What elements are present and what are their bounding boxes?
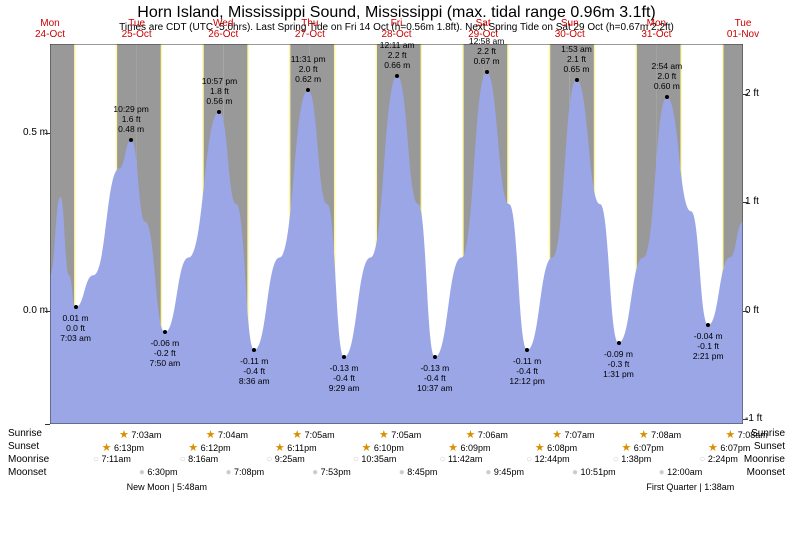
moonrise-item: ○ 7:11am (93, 454, 131, 465)
y-right-label: -1 ft (745, 413, 783, 424)
sunrise-item: ★ 7:05am (292, 428, 334, 441)
peak-label: 11:31 pm2.0 ft0.62 m (291, 54, 326, 84)
peak-label: 0.01 m0.0 ft7:03 am (60, 313, 91, 343)
date-label: Thu27-Oct (271, 18, 348, 40)
moonrise-item: ○ 10:35am (353, 454, 397, 465)
row-label: Moonrise (8, 454, 49, 465)
peak-dot (129, 138, 133, 142)
row-label: Sunset (8, 441, 39, 452)
y-left-label: 0.0 m (10, 305, 48, 316)
row-label: Sunset (754, 441, 785, 452)
date-label: Tue01-Nov (705, 18, 782, 40)
peak-dot (525, 348, 529, 352)
date-label: Wed26-Oct (185, 18, 262, 40)
sunrise-item: ★ 7:08am (639, 428, 681, 441)
sunrise-item: ★ 7:05am (379, 428, 421, 441)
sunset-item: ★ 6:11pm (275, 441, 317, 454)
moonset-item: ● 7:53pm (312, 467, 351, 478)
moonrise-item: ○ 9:25am (266, 454, 305, 465)
sunset-item: ★ 6:09pm (448, 441, 490, 454)
date-label: Tue25-Oct (98, 18, 175, 40)
y-left-label: 0.5 m (10, 127, 48, 138)
sunset-item: ★ 6:13pm (102, 441, 144, 454)
row-label: Moonset (8, 467, 46, 478)
y-right-label: 2 ft (745, 88, 783, 99)
peak-dot (306, 88, 310, 92)
moonset-item: ● 9:45pm (485, 467, 524, 478)
peak-label: 10:57 pm1.8 ft0.56 m (202, 76, 237, 106)
date-label: Mon24-Oct (12, 18, 89, 40)
peak-label: -0.11 m-0.4 ft12:12 pm (509, 356, 544, 386)
date-label: Mon31-Oct (618, 18, 695, 40)
peak-dot (395, 74, 399, 78)
row-label: Sunrise (8, 428, 42, 439)
plot-area: Mon24-OctTue25-OctWed26-OctThu27-OctFri2… (50, 44, 743, 424)
peak-label: -0.09 m-0.3 ft1:31 pm (603, 349, 634, 379)
moonset-item: ● 8:45pm (399, 467, 438, 478)
sunrise-item: ★ 7:06am (465, 428, 507, 441)
tide-chart: Horn Island, Mississippi Sound, Mississi… (0, 0, 793, 539)
peak-dot (617, 341, 621, 345)
sunrise-item: ★ 7:08am (725, 428, 767, 441)
sunset-item: ★ 6:07pm (708, 441, 750, 454)
peak-label: -0.13 m-0.4 ft10:37 am (417, 363, 452, 393)
peak-dot (433, 355, 437, 359)
moonset-item: ● 6:30pm (139, 467, 178, 478)
moonset-item: ● 7:08pm (226, 467, 265, 478)
peak-label: -0.06 m-0.2 ft7:50 am (150, 338, 181, 368)
peak-label: 12:58 am2.2 ft0.67 m (469, 36, 504, 66)
peak-dot (74, 305, 78, 309)
moonrise-item: ○ 2:24pm (699, 454, 738, 465)
moonrise-item: ○ 11:42am (439, 454, 482, 465)
peak-dot (575, 78, 579, 82)
date-label: Fri28-Oct (358, 18, 435, 40)
peak-dot (217, 110, 221, 114)
sunrise-item: ★ 7:03am (119, 428, 161, 441)
sunrise-item: ★ 7:07am (552, 428, 594, 441)
row-label: Moonset (747, 467, 785, 478)
sunset-item: ★ 6:07pm (621, 441, 663, 454)
sunrise-item: ★ 7:04am (206, 428, 248, 441)
peak-label: 1:53 am2.1 ft0.65 m (561, 44, 592, 74)
sunset-item: ★ 6:08pm (535, 441, 577, 454)
moonrise-item: ○ 1:38pm (613, 454, 652, 465)
peak-dot (665, 95, 669, 99)
y-right-label: 0 ft (745, 305, 783, 316)
peak-dot (342, 355, 346, 359)
peak-label: -0.04 m-0.1 ft2:21 pm (693, 331, 724, 361)
moonrise-item: ○ 12:44pm (526, 454, 570, 465)
peak-label: -0.13 m-0.4 ft9:29 am (329, 363, 360, 393)
peak-dot (485, 70, 489, 74)
peak-label: 12:11 am2.2 ft0.66 m (380, 40, 415, 70)
moonset-item: ● 12:00am (659, 467, 703, 478)
peak-dot (706, 323, 710, 327)
date-label: Sun30-Oct (531, 18, 608, 40)
peak-dot (252, 348, 256, 352)
peak-label: 2:54 am2.0 ft0.60 m (651, 61, 682, 91)
peak-label: -0.11 m-0.4 ft8:36 am (239, 356, 270, 386)
peak-label: 10:29 pm1.6 ft0.48 m (113, 104, 148, 134)
moonset-item: ● 10:51pm (572, 467, 616, 478)
y-right-label: 1 ft (745, 196, 783, 207)
peak-dot (163, 330, 167, 334)
sunset-item: ★ 6:12pm (188, 441, 230, 454)
sunset-item: ★ 6:10pm (362, 441, 404, 454)
row-label: Moonrise (744, 454, 785, 465)
moonrise-item: ○ 8:16am (180, 454, 219, 465)
